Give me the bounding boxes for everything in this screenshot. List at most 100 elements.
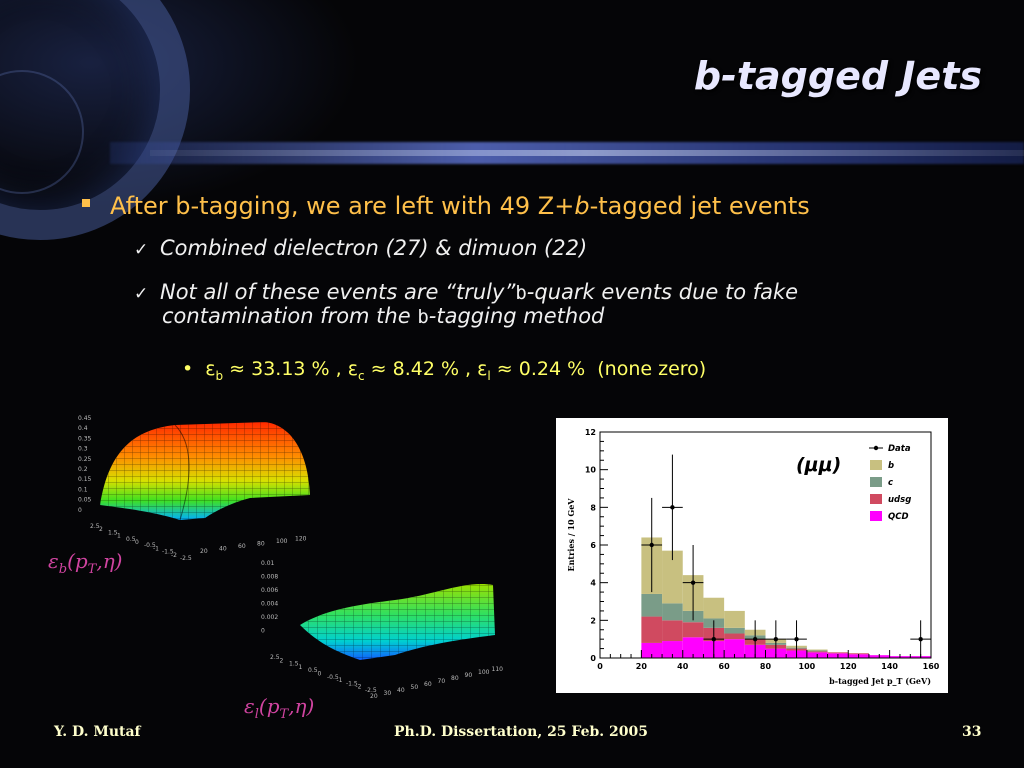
surface-2-x-tick: 80 — [451, 675, 459, 682]
btag-jet-pt-histogram: 0 2 4 6 8 10 12 0 20 40 60 80 100 120 140 160 b-tagged J… — [556, 418, 948, 693]
eff-c-value: ≈ 8.42 % , — [364, 358, 478, 380]
surface-1-y-ticks: 2.5 2 1.5 1 0.5 0 -0.5-1 -1.5-2 -2.5 — [90, 523, 192, 562]
surface-1-z-tick: 0 — [78, 507, 82, 514]
surface-2-x-ticks: 20 30 40 50 60 70 80 90 100 110 — [370, 666, 503, 700]
header-light-streak — [150, 150, 1024, 156]
hist-bar-qcd — [724, 639, 745, 658]
eff-b-value: ≈ 33.13 % , — [223, 358, 348, 380]
x-tick-label: 20 — [636, 662, 648, 671]
sub-bullet-2-line2: contamination from the b-tagging method — [134, 304, 798, 328]
surface-1-y-tick: -2 — [171, 552, 177, 559]
x-tick-label: 120 — [840, 662, 857, 671]
sub-bullet-2-b: b — [515, 282, 527, 304]
surface-1-x-tick: 40 — [219, 546, 227, 553]
sub-bullet-1-text: Combined dielectron (27) & dimuon (22) — [160, 236, 588, 260]
surface-1-z-tick: 0.25 — [78, 456, 92, 463]
sub-bullet-2: ✓ Not all of these events are “truly”b-qu… — [134, 280, 798, 328]
surface-1-y-tick: -2.5 — [180, 555, 192, 562]
legend-data-marker — [873, 445, 879, 451]
surface-2-y-ticks: 2.5 2 1.5 1 0.5 0 -0.5-1 -1.5-2 -2.5 — [270, 654, 377, 694]
hist-bar-udsg — [827, 652, 849, 654]
surface-1-z-tick: 0.2 — [78, 466, 88, 473]
x-tick-label: 160 — [923, 662, 940, 671]
surface-2-z-tick: 0.002 — [261, 614, 278, 621]
surface-2-x-tick: 30 — [384, 690, 392, 697]
surface-1-x-tick: 120 — [295, 536, 307, 543]
surface-2-z-tick: 0.008 — [261, 574, 278, 581]
epsilon-symbol: ε — [347, 358, 359, 380]
surface-1-x-tick: 80 — [257, 541, 265, 548]
surface-1-z-ticks: 0.45 0.4 0.35 0.3 0.25 0.2 0.15 0.1 0.05 0 — [78, 415, 92, 514]
surface-1-y-tick: 1 — [117, 533, 121, 540]
hist-bar-udsg — [724, 633, 745, 640]
data-point — [773, 636, 779, 642]
surface-1-x-ticks: 20 40 60 80 100 120 — [200, 536, 307, 556]
checkmark-icon: ✓ — [134, 240, 149, 260]
hist-bar-qcd — [641, 642, 663, 658]
epsilon-symbol: ε — [205, 358, 216, 380]
legend-swatch-udsg — [870, 494, 882, 504]
x-tick-label: 100 — [799, 662, 816, 671]
surface-1-z-tick: 0.35 — [78, 435, 92, 442]
eff-l-value: ≈ 0.24 % — [490, 358, 586, 380]
bullet1-text: After b-tagging, we are left with 49 Z+ — [110, 192, 575, 220]
legend-swatch-qcd — [870, 511, 882, 521]
surface-1-x-tick: 20 — [200, 548, 208, 555]
surface-1-z-tick: 0.15 — [78, 476, 92, 483]
y-tick-label: 12 — [585, 428, 596, 437]
hist-bar-c — [662, 603, 683, 621]
surface-1-z-tick: 0.05 — [78, 497, 92, 504]
surface-2-y-tick: 1 — [299, 664, 303, 671]
surface-1-z-tick: 0.3 — [78, 446, 88, 453]
hist-bar-c — [806, 650, 828, 652]
hist-bar-qcd — [662, 641, 683, 658]
dot-bullet-icon: • — [182, 358, 194, 380]
surface-1-y-tick: -1 — [153, 545, 159, 552]
surface-2-z-ticks: 0.01 0.008 0.006 0.004 0.002 0 — [261, 560, 278, 635]
data-point — [649, 542, 654, 548]
legend-label: QCD — [888, 512, 909, 522]
surface-1-y-tick: -1.5 — [162, 549, 174, 556]
hist-bar-udsg — [848, 653, 869, 655]
y-tick-label: 2 — [590, 616, 596, 625]
hist-bar-c — [641, 593, 663, 617]
hist-bar-udsg — [641, 616, 663, 643]
legend-swatch-b — [870, 460, 882, 470]
surface-1-y-tick: 0 — [135, 539, 139, 546]
bullet1-b: b — [574, 192, 590, 220]
sub-bullet-1: ✓ Combined dielectron (27) & dimuon (22) — [134, 236, 587, 260]
hist-bar-qcd — [682, 637, 704, 658]
surface-2-y-tick: -1.5 — [346, 680, 358, 687]
slide-title: b-tagged Jets — [693, 54, 982, 98]
surface-2-x-tick: 60 — [424, 681, 432, 688]
data-point — [690, 580, 696, 585]
surface-1-z-tick: 0.1 — [78, 486, 88, 493]
x-axis-label: b-tagged Jet p_T (GeV) — [829, 676, 931, 686]
efficiency-bullet: • εb ≈ 33.13 % , εc ≈ 8.42 % , εl ≈ 0.24 … — [182, 358, 706, 383]
data-point — [711, 636, 716, 642]
hist-bar-b — [806, 649, 828, 651]
surface-2-y-tick: 1.5 — [289, 661, 299, 668]
checkmark-icon: ✓ — [134, 284, 149, 304]
hist-bar-b — [703, 597, 725, 619]
footer-author: Y. D. Mutaf — [54, 724, 141, 740]
hist-bar-c — [724, 627, 745, 634]
surface-1-z-tick: 0.4 — [78, 425, 88, 432]
surface-2-y-tick: 0.5 — [308, 667, 318, 674]
hist-bar-udsg — [682, 622, 704, 638]
y-tick-label: 4 — [590, 579, 596, 588]
surface-2-y-tick: -2.5 — [365, 687, 377, 694]
y-tick-label: 6 — [590, 541, 596, 550]
surface-2-x-tick: 70 — [438, 678, 446, 685]
legend-label: udsg — [888, 495, 911, 505]
sub-bullet-2-text-a: Not all of these events are “truly” — [160, 280, 516, 304]
b-efficiency-label: εb(pT,η) — [48, 549, 123, 577]
surface-2-x-tick: 20 — [370, 693, 378, 700]
surface-1-y-tick: 1.5 — [108, 529, 118, 536]
surface-1-z-tick: 0.45 — [78, 415, 92, 422]
main-bullet: After b-tagging, we are left with 49 Z+b… — [82, 192, 810, 220]
eff-c-sub: c — [358, 368, 365, 383]
eff-note: (none zero) — [597, 358, 707, 380]
